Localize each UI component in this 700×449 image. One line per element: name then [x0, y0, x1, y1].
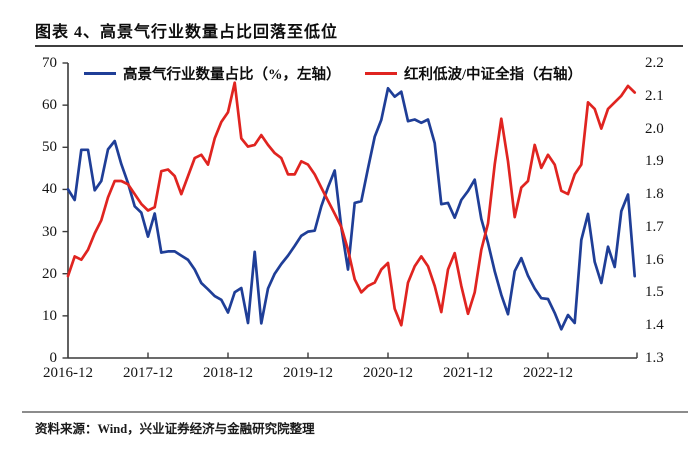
y-axis-left-label: 10 — [42, 307, 57, 324]
x-axis-label: 2022-12 — [523, 365, 573, 381]
y-axis-right-label: 2.1 — [645, 87, 664, 104]
y-axis-right-label: 2.2 — [645, 55, 664, 71]
y-axis-right-label: 1.5 — [645, 284, 664, 301]
x-axis-label: 2018-12 — [203, 365, 253, 381]
red-data-line — [66, 81, 637, 327]
y-axis-left-label: 20 — [42, 265, 57, 282]
x-axis-label: 2020-12 — [363, 365, 413, 381]
x-axis-label: 2021-12 — [443, 365, 493, 381]
source-note: 资料来源：Wind，兴业证券经济与金融研究院整理 — [35, 422, 315, 436]
x-axis-label: 2016-12 — [43, 365, 93, 381]
legend-item-blue: 高景气行业数量占比（%，左轴） — [84, 65, 354, 83]
y-axis-right-label: 2.0 — [645, 120, 664, 137]
y-axis-left-label: 40 — [42, 181, 57, 198]
y-axis-left-label: 0 — [49, 350, 58, 366]
figure-title: 图表 4、高景气行业数量占比回落至低位 — [35, 24, 339, 41]
y-axis-right-label: 1.8 — [645, 186, 664, 203]
blue-line-swatch — [84, 72, 116, 75]
footer-divider — [22, 411, 688, 413]
y-axis-right-label: 1.6 — [645, 251, 664, 268]
blue-data-line — [66, 86, 637, 331]
legend-label-red: 红利低波/中证全指（右轴） — [404, 67, 583, 83]
x-axis-label: 2017-12 — [123, 365, 173, 381]
x-axis-label: 2019-12 — [283, 365, 333, 381]
y-axis-right-label: 1.3 — [645, 350, 664, 366]
y-axis-right-label: 1.7 — [645, 218, 664, 235]
legend-item-red: 红利低波/中证全指（右轴） — [365, 65, 595, 83]
red-line-swatch — [365, 72, 397, 75]
y-axis-left-label: 50 — [42, 139, 57, 156]
title-divider — [35, 45, 683, 47]
y-axis-left-label: 70 — [42, 55, 57, 71]
y-axis-left-label: 30 — [42, 223, 57, 240]
legend-label-blue: 高景气行业数量占比（%，左轴） — [123, 67, 341, 83]
y-axis-right-label: 1.9 — [645, 153, 664, 170]
y-axis-left-label: 60 — [42, 97, 57, 114]
y-axis-right-label: 1.4 — [645, 317, 664, 334]
